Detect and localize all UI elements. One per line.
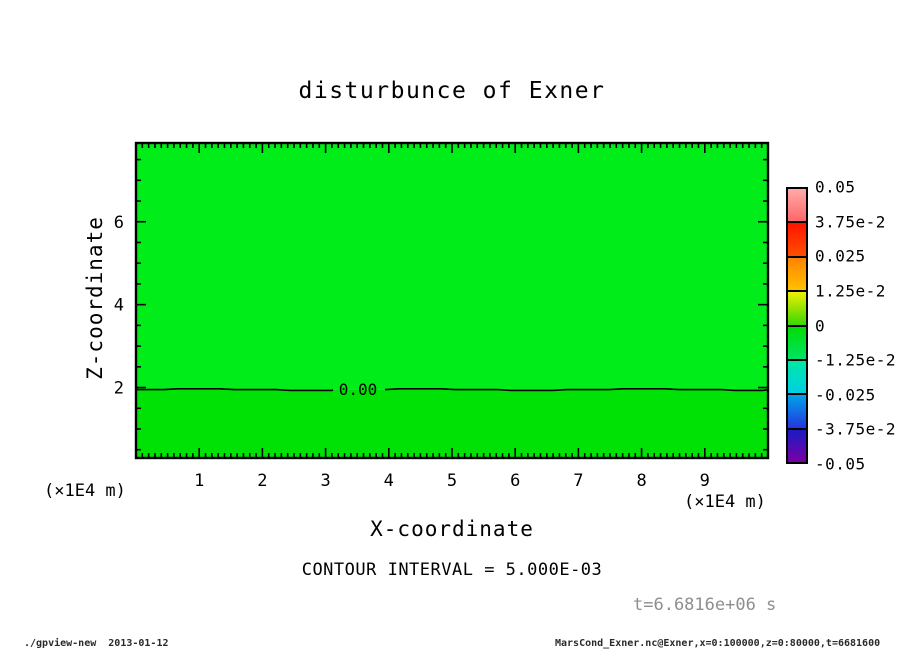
footer-program-date: ./gpview-new 2013-01-12 xyxy=(24,638,169,649)
x-tick-label: 3 xyxy=(320,471,330,491)
x-tick-label: 7 xyxy=(573,471,583,491)
colorbar-label: 1.25e-2 xyxy=(815,281,886,301)
colorbar xyxy=(786,187,808,464)
plot-frame xyxy=(134,141,770,460)
y-axis-unit-label: (×1E4 m) xyxy=(44,481,126,501)
colorbar-segment xyxy=(788,292,806,327)
colorbar-label: -1.25e-2 xyxy=(815,350,897,370)
colorbar-labels: 0.05 3.75e-2 0.025 1.25e-2 0 -1.25e-2 -0.025 -3… xyxy=(815,178,904,474)
x-tick-label: 6 xyxy=(510,471,520,491)
footer-dataset-info: MarsCond_Exner.nc@Exner,x=0:100000,z=0:8… xyxy=(555,638,881,649)
x-tick-label: 8 xyxy=(636,471,646,491)
x-axis-title: X-coordinate xyxy=(370,517,534,541)
colorbar-segment xyxy=(788,360,806,396)
y-tick-label: 4 xyxy=(114,296,124,316)
y-tick-label: 2 xyxy=(114,379,124,399)
x-tick-label: 9 xyxy=(700,471,710,491)
contour-line-label: 0.00 xyxy=(339,380,378,399)
x-tick-label: 1 xyxy=(194,471,204,491)
colorbar-label: -0.025 xyxy=(815,385,876,405)
y-tick-labels: 2 4 6 xyxy=(114,213,124,399)
colorbar-segment xyxy=(788,257,806,293)
x-tick-label: 2 xyxy=(257,471,267,491)
time-annotation: t=6.6816e+06 s xyxy=(633,595,777,615)
colorbar-label: 0.05 xyxy=(815,177,856,197)
colorbar-label: -3.75e-2 xyxy=(815,419,897,439)
x-tick-labels: 1 2 3 4 5 6 7 8 9 xyxy=(194,471,710,491)
colorbar-label: 0.025 xyxy=(815,246,866,266)
colorbar-segment xyxy=(788,429,806,462)
y-tick-label: 6 xyxy=(114,213,124,233)
colorbar-segment xyxy=(788,223,806,258)
colorbar-label: 3.75e-2 xyxy=(815,212,886,232)
page-title: disturbunce of Exner xyxy=(298,78,606,104)
z-axis-title: Z-coordinate xyxy=(83,216,107,380)
colorbar-segment xyxy=(788,189,806,224)
colorbar-segment xyxy=(788,395,806,430)
x-axis-unit-label: (×1E4 m) xyxy=(684,492,766,512)
colorbar-label: 0 xyxy=(815,316,826,335)
filled-contour-field xyxy=(136,143,768,458)
colorbar-segment xyxy=(788,326,806,361)
x-tick-label: 4 xyxy=(384,471,394,491)
contour-interval-note: CONTOUR INTERVAL = 5.000E-03 xyxy=(301,560,603,580)
colorbar-label: -0.05 xyxy=(815,454,866,474)
zero-contour-line xyxy=(136,387,769,392)
x-tick-label: 5 xyxy=(447,471,457,491)
